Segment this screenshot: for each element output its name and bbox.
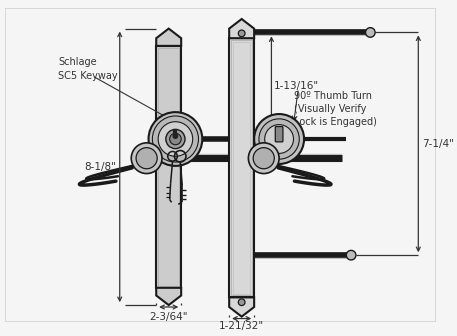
- Polygon shape: [229, 297, 254, 317]
- Circle shape: [136, 148, 157, 169]
- Text: Schlage
SC5 Keyway: Schlage SC5 Keyway: [58, 57, 118, 81]
- Circle shape: [346, 250, 356, 260]
- Text: 1-21/32": 1-21/32": [219, 322, 264, 331]
- FancyBboxPatch shape: [275, 127, 283, 142]
- Text: 2-3/64": 2-3/64": [149, 312, 188, 322]
- Polygon shape: [156, 29, 181, 46]
- Circle shape: [166, 129, 185, 149]
- Circle shape: [238, 30, 245, 37]
- Circle shape: [152, 116, 198, 162]
- Circle shape: [158, 122, 193, 156]
- Circle shape: [149, 112, 202, 166]
- Circle shape: [131, 143, 162, 174]
- Text: 8-1/8": 8-1/8": [84, 162, 116, 172]
- Circle shape: [249, 143, 279, 174]
- Circle shape: [366, 28, 375, 37]
- Text: 7-1/4": 7-1/4": [422, 139, 454, 149]
- Text: 3-5/8": 3-5/8": [265, 143, 297, 154]
- Circle shape: [238, 299, 245, 305]
- Circle shape: [170, 133, 181, 145]
- Text: 1-13/16": 1-13/16": [274, 81, 319, 91]
- Polygon shape: [156, 46, 181, 288]
- Text: 90º Thumb Turn
(Visually Verify
Lock is Engaged): 90º Thumb Turn (Visually Verify Lock is …: [293, 91, 377, 127]
- Polygon shape: [229, 19, 254, 38]
- Circle shape: [259, 119, 299, 159]
- Polygon shape: [229, 38, 254, 297]
- Circle shape: [265, 125, 293, 154]
- Circle shape: [253, 148, 274, 169]
- Polygon shape: [156, 288, 181, 305]
- Circle shape: [173, 133, 178, 139]
- Circle shape: [254, 114, 304, 164]
